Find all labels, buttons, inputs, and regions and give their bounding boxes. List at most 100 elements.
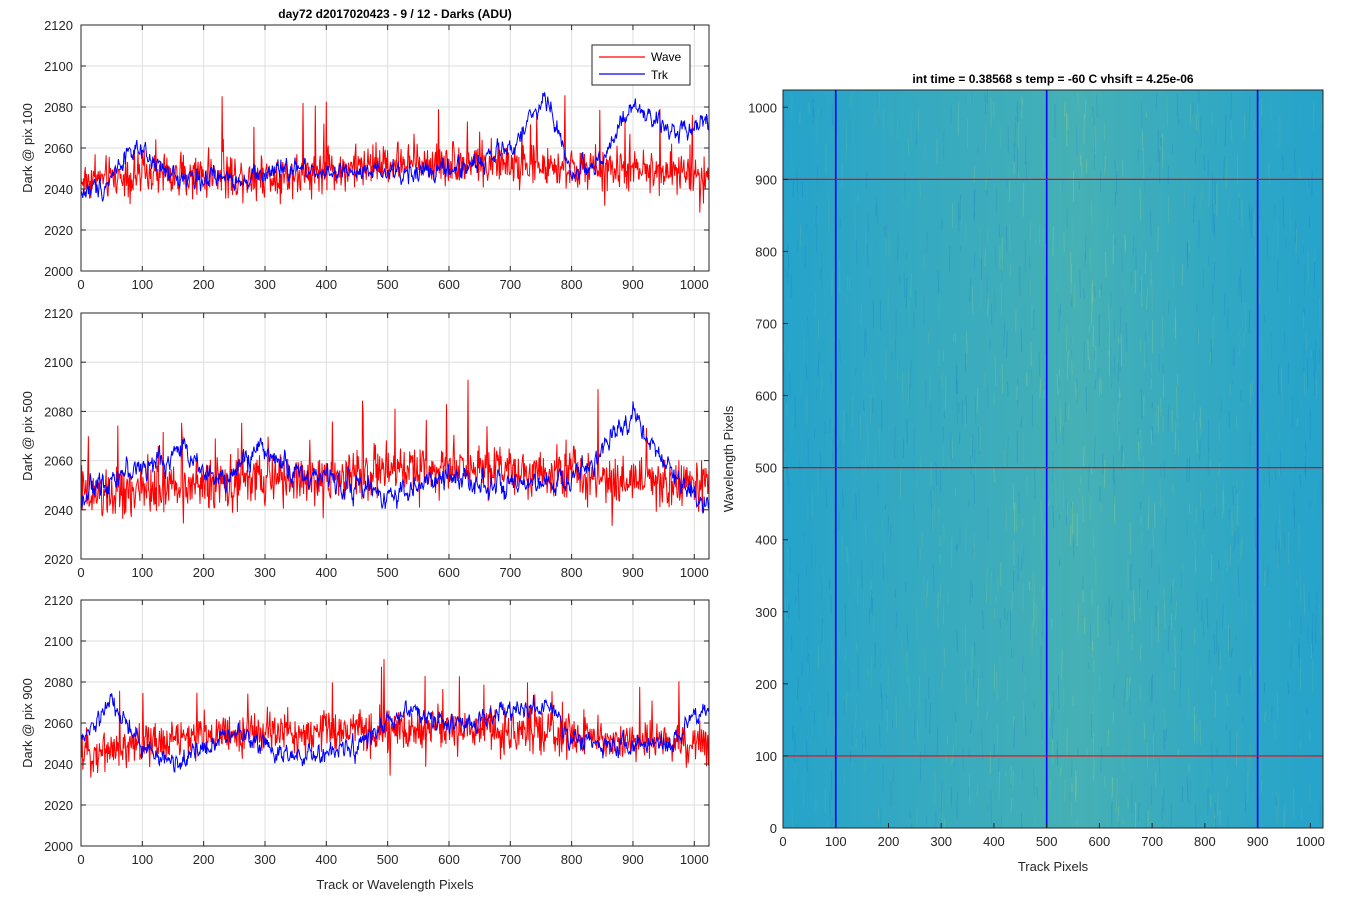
heatmap-streak [938, 379, 940, 414]
heatmap-streak [1223, 293, 1226, 316]
heatmap-streak [1213, 811, 1216, 828]
heatmap-streak [1014, 116, 1017, 146]
panel-dark-pix-500: 0 100 200 300 400 500 600 700 800 900 1000 2020 2040… [20, 306, 710, 580]
heatmap-streak [977, 145, 979, 156]
heatmap-streak [831, 519, 833, 531]
y-tick-label: 2100 [44, 355, 73, 370]
y-tick-label: 2000 [44, 264, 73, 279]
heatmap-streak [820, 267, 822, 280]
heatmap-streak [1123, 818, 1125, 828]
heatmap-streak [855, 238, 858, 265]
heatmap-streak [1217, 791, 1219, 816]
heatmap-streak [825, 486, 828, 509]
heatmap-streak [1052, 450, 1054, 482]
heatmap-streak [939, 535, 941, 547]
heatmap-streak [1075, 775, 1078, 799]
heatmap-streak [1213, 634, 1216, 655]
heatmap-streak [989, 750, 992, 774]
heatmap-streak [970, 455, 972, 475]
heatmap-streak [1237, 330, 1240, 338]
heatmap-streak [788, 826, 790, 828]
legend-label-trk: Trk [651, 68, 669, 82]
heatmap-streak [1172, 577, 1174, 594]
heatmap-streak [1150, 360, 1153, 377]
heatmap-streak [1249, 209, 1251, 231]
heatmap-streak [1151, 426, 1154, 441]
heatmap-streak [1261, 384, 1264, 394]
heatmap-streak [1108, 596, 1110, 624]
heatmap-streak [937, 600, 939, 629]
heatmap-streak [1000, 259, 1003, 280]
heatmap-streak [1187, 686, 1190, 719]
x-tick-label: 700 [499, 565, 521, 580]
heatmap-streak [930, 489, 933, 510]
heatmap-streak [865, 329, 868, 354]
x-axis-label: Track or Wavelength Pixels [316, 877, 474, 892]
heatmap-streak [1231, 379, 1234, 386]
heatmap-streak [857, 194, 859, 203]
heatmap-streak [836, 660, 839, 691]
heatmap-streak [1210, 554, 1213, 583]
y-tick-label: 2080 [44, 404, 73, 419]
heatmap-streak [922, 372, 924, 395]
heatmap-streak [1238, 275, 1240, 297]
heatmap-streak [1233, 531, 1236, 549]
heatmap-streak [1199, 416, 1201, 428]
y-tick-label: 400 [755, 533, 777, 548]
heatmap-streak [803, 339, 805, 359]
x-tick-label: 800 [561, 277, 583, 292]
heatmap-streak [942, 350, 945, 361]
heatmap-streak [1120, 332, 1123, 367]
heatmap-streak [969, 95, 972, 106]
heatmap-streak [1191, 101, 1194, 115]
heatmap-streak [1092, 534, 1095, 549]
x-tick-label: 0 [77, 852, 84, 867]
heatmap-streak [1209, 352, 1212, 366]
heatmap-streak [1303, 308, 1306, 316]
heatmap-streak [931, 497, 933, 532]
heatmap-streak [1237, 672, 1240, 693]
heatmap-streak [863, 399, 865, 412]
heatmap-streak [1020, 416, 1023, 428]
heatmap-streak [955, 359, 958, 392]
heatmap-streak [831, 641, 833, 665]
heatmap-streak [879, 298, 882, 331]
heatmap-streak [912, 505, 915, 521]
heatmap-streak [1182, 562, 1184, 572]
x-tick-label: 1000 [680, 852, 709, 867]
heatmap-streak [1146, 288, 1148, 310]
heatmap-streak [1315, 615, 1317, 644]
heatmap-streak [909, 809, 911, 820]
heatmap-streak [870, 657, 873, 690]
ticks: 0 100 200 300 400 500 600 700 800 900 1000 2020 2040… [44, 306, 709, 580]
heatmap-streak [941, 371, 944, 390]
heatmap-streak [1221, 604, 1224, 630]
heatmap-streak [1224, 114, 1227, 147]
heatmap-streak [954, 711, 957, 722]
heatmap-streak [939, 583, 942, 599]
x-tick-label: 0 [779, 834, 786, 849]
x-tick-label: 100 [131, 277, 153, 292]
heatmap-streak [1289, 202, 1291, 234]
heatmap-streak [1279, 505, 1281, 525]
heatmap-streak [1137, 440, 1140, 462]
heatmap-streak [1193, 389, 1196, 403]
heatmap-streak [1058, 513, 1061, 521]
x-tick-label: 800 [561, 565, 583, 580]
heatmap-streak [1070, 251, 1072, 284]
heatmap-streak [1258, 579, 1260, 589]
heatmap-streak [1072, 696, 1074, 706]
heatmap-streak [1013, 161, 1015, 175]
heatmap-streak [936, 726, 939, 757]
heatmap-streak [851, 396, 854, 427]
x-tick-label: 700 [499, 277, 521, 292]
heatmap-streak [1312, 99, 1315, 132]
heatmap-streak [977, 678, 979, 707]
heatmap-streak [919, 179, 922, 198]
heatmap-streak [1103, 775, 1106, 789]
heatmap-streak [816, 607, 819, 617]
x-tick-label: 500 [377, 565, 399, 580]
heatmap-band [783, 90, 1323, 828]
heatmap-streak [1103, 162, 1106, 175]
heatmap-streak [805, 363, 808, 381]
